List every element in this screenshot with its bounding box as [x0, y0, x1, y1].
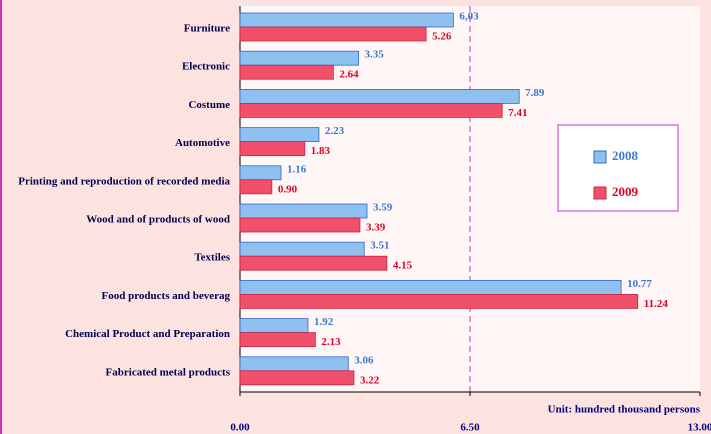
value-label: 3.35: [365, 49, 385, 61]
value-label: 2.64: [339, 69, 359, 81]
value-label: 3.51: [370, 240, 389, 252]
bar: [239, 370, 355, 386]
value-label: 11.24: [644, 298, 669, 310]
bar: [239, 165, 282, 181]
value-label: 7.41: [508, 107, 527, 119]
legend-swatch: [593, 150, 607, 164]
bar: [239, 89, 520, 104]
legend-swatch: [593, 186, 607, 200]
bar: [239, 127, 320, 142]
bar: [239, 255, 388, 271]
category-label: Costume: [188, 99, 230, 111]
bar: [239, 64, 334, 80]
value-label: 1.83: [311, 145, 331, 157]
category-label: Textiles: [194, 252, 230, 264]
value-label: 0.90: [278, 183, 298, 195]
value-label: 1.92: [314, 316, 334, 328]
bar: [239, 12, 454, 28]
bar: [239, 50, 359, 66]
category-label: Chemical Product and Preparation: [65, 328, 230, 340]
value-label: 2.23: [325, 125, 345, 137]
bar: [239, 293, 639, 309]
unit-note: Unit: hundred thousand persons: [548, 404, 701, 416]
x-tick-label: 13.00: [688, 422, 711, 434]
value-label: 1.16: [287, 163, 307, 175]
value-label: 3.06: [354, 354, 374, 366]
legend-label: 2009: [612, 184, 639, 199]
bar: [239, 332, 316, 348]
bar: [239, 241, 365, 257]
category-label: Printing and reproduction of recorded me…: [18, 175, 230, 187]
value-label: 3.39: [366, 222, 386, 234]
bar: [239, 141, 306, 157]
value-label: 6,03: [459, 11, 479, 23]
category-label: Furniture: [184, 23, 230, 35]
bar: [239, 26, 427, 42]
legend-label: 2008: [612, 148, 639, 163]
value-label: 3.59: [373, 202, 393, 214]
bar: [239, 279, 622, 295]
value-label: 7.89: [525, 87, 545, 99]
value-label: 4.15: [393, 260, 413, 272]
bar: [239, 103, 503, 118]
value-label: 5.26: [432, 31, 452, 43]
value-label: 2.13: [321, 336, 341, 348]
bar: [239, 217, 361, 233]
category-label: Electronic: [182, 61, 230, 73]
category-label: Food products and beverag: [102, 290, 231, 302]
category-label: Wood and of products of wood: [86, 214, 230, 226]
value-label: 10.77: [627, 278, 652, 290]
category-label: Fabricated metal products: [106, 366, 231, 378]
bar: [239, 179, 273, 195]
bar: [239, 318, 309, 334]
x-tick-label: 6.50: [460, 422, 480, 434]
category-label: Automotive: [175, 137, 230, 149]
value-label: 3.22: [360, 374, 380, 386]
bar: [239, 203, 368, 219]
x-tick-label: 0.00: [230, 422, 250, 434]
legend-box: [557, 124, 679, 212]
bar: [239, 356, 349, 372]
